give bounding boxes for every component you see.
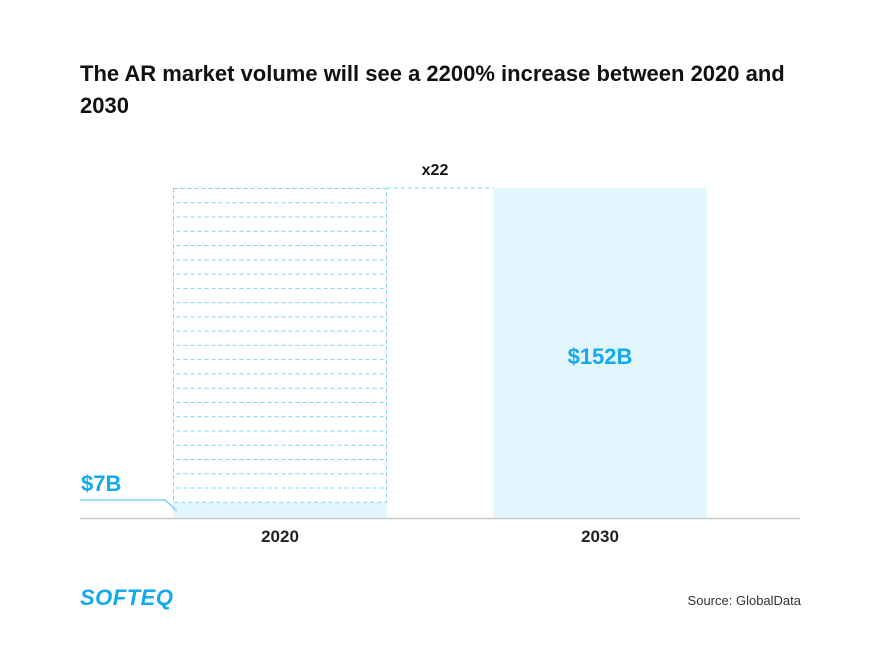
x-tick-label: 2020	[261, 527, 299, 546]
x-tick-label: 2030	[581, 527, 619, 546]
softeq-logo: SOFTEQ	[80, 585, 174, 610]
multiplier-annotation: x22	[422, 162, 449, 179]
ghost-bar-outline	[173, 188, 387, 503]
data-label-2020: $7B	[81, 471, 121, 496]
label-leader-line	[80, 499, 178, 512]
bar-2020	[173, 502, 387, 518]
bar-2030	[493, 188, 707, 518]
source-note: Source: GlobalData	[687, 593, 801, 608]
data-label-2030: $152B	[568, 344, 633, 369]
chart-title: The AR market volume will see a 2200% in…	[80, 61, 785, 118]
